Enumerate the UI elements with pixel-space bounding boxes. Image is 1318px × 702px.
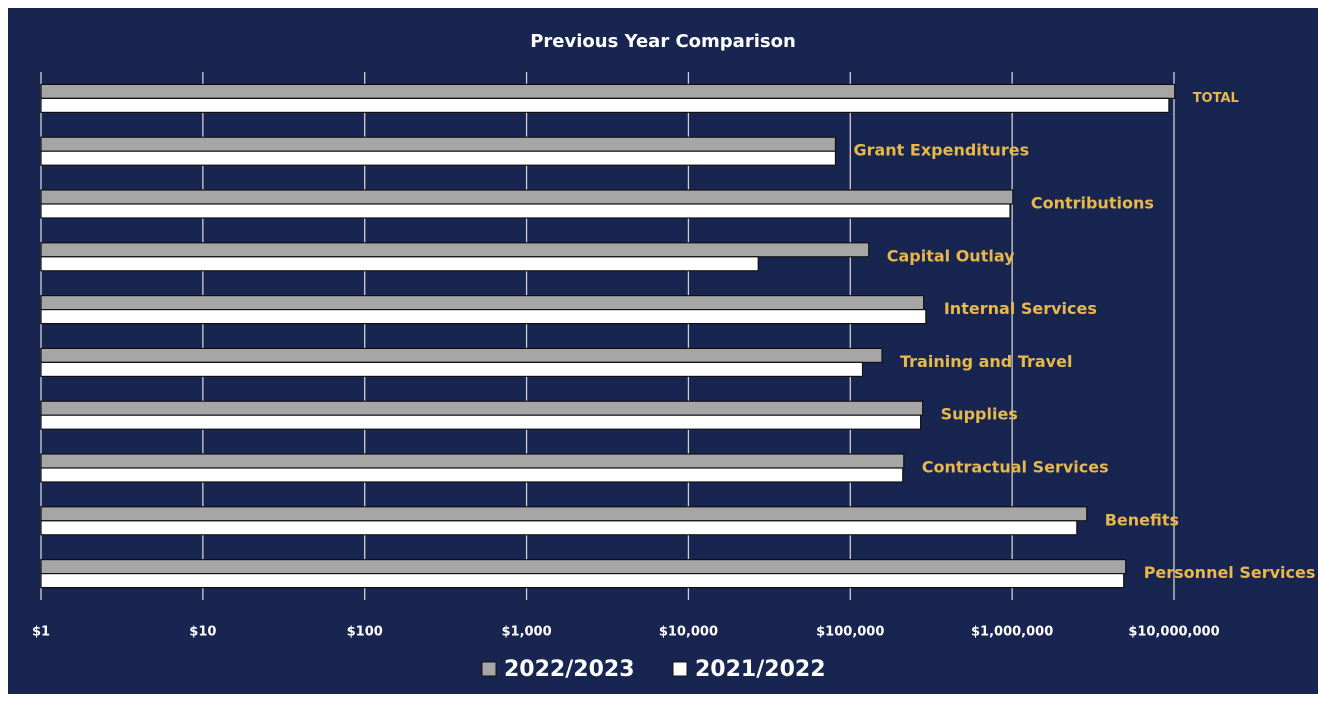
bar (40, 520, 1078, 536)
bar (40, 414, 922, 430)
category-label: Contributions (1031, 194, 1154, 213)
bar (40, 256, 759, 272)
bar (40, 150, 837, 166)
category-label: Training and Travel (900, 352, 1072, 371)
bar (40, 453, 905, 469)
x-tick-label: $100 (347, 625, 383, 640)
x-tick-label: $100,000 (816, 625, 884, 640)
category-label: Contractual Services (922, 458, 1109, 477)
bar (40, 295, 925, 311)
bar (40, 97, 1170, 114)
bar (40, 361, 864, 377)
x-tick-label: $10,000,000 (1128, 625, 1219, 640)
bar (40, 83, 1176, 100)
category-label: Personnel Services (1144, 563, 1316, 582)
bar (40, 467, 904, 483)
x-tick-label: $10,000 (659, 625, 718, 640)
bar (40, 572, 1125, 589)
bar (40, 506, 1088, 522)
bar (40, 309, 927, 325)
bar (40, 347, 883, 363)
legend-swatch (481, 661, 497, 677)
legend-label: 2022/2023 (504, 657, 635, 682)
bar (40, 136, 837, 152)
bar (40, 558, 1127, 575)
legend-swatch (672, 661, 688, 677)
category-label: TOTAL (1193, 91, 1239, 106)
bar (40, 242, 870, 258)
bar (40, 203, 1011, 219)
legend-label: 2021/2022 (695, 657, 826, 682)
category-label: Capital Outlay (887, 246, 1015, 265)
x-tick-label: $1,000 (501, 625, 551, 640)
x-tick-label: $10 (189, 625, 216, 640)
bar (40, 400, 924, 416)
x-tick-label: $1 (32, 625, 50, 640)
category-label: Internal Services (944, 299, 1097, 318)
bar (40, 189, 1014, 205)
x-tick-label: $1,000,000 (971, 625, 1053, 640)
category-label: Grant Expenditures (853, 141, 1029, 160)
chart-title: Previous Year Comparison (530, 31, 796, 52)
category-label: Benefits (1105, 510, 1179, 529)
category-label: Supplies (941, 405, 1018, 424)
